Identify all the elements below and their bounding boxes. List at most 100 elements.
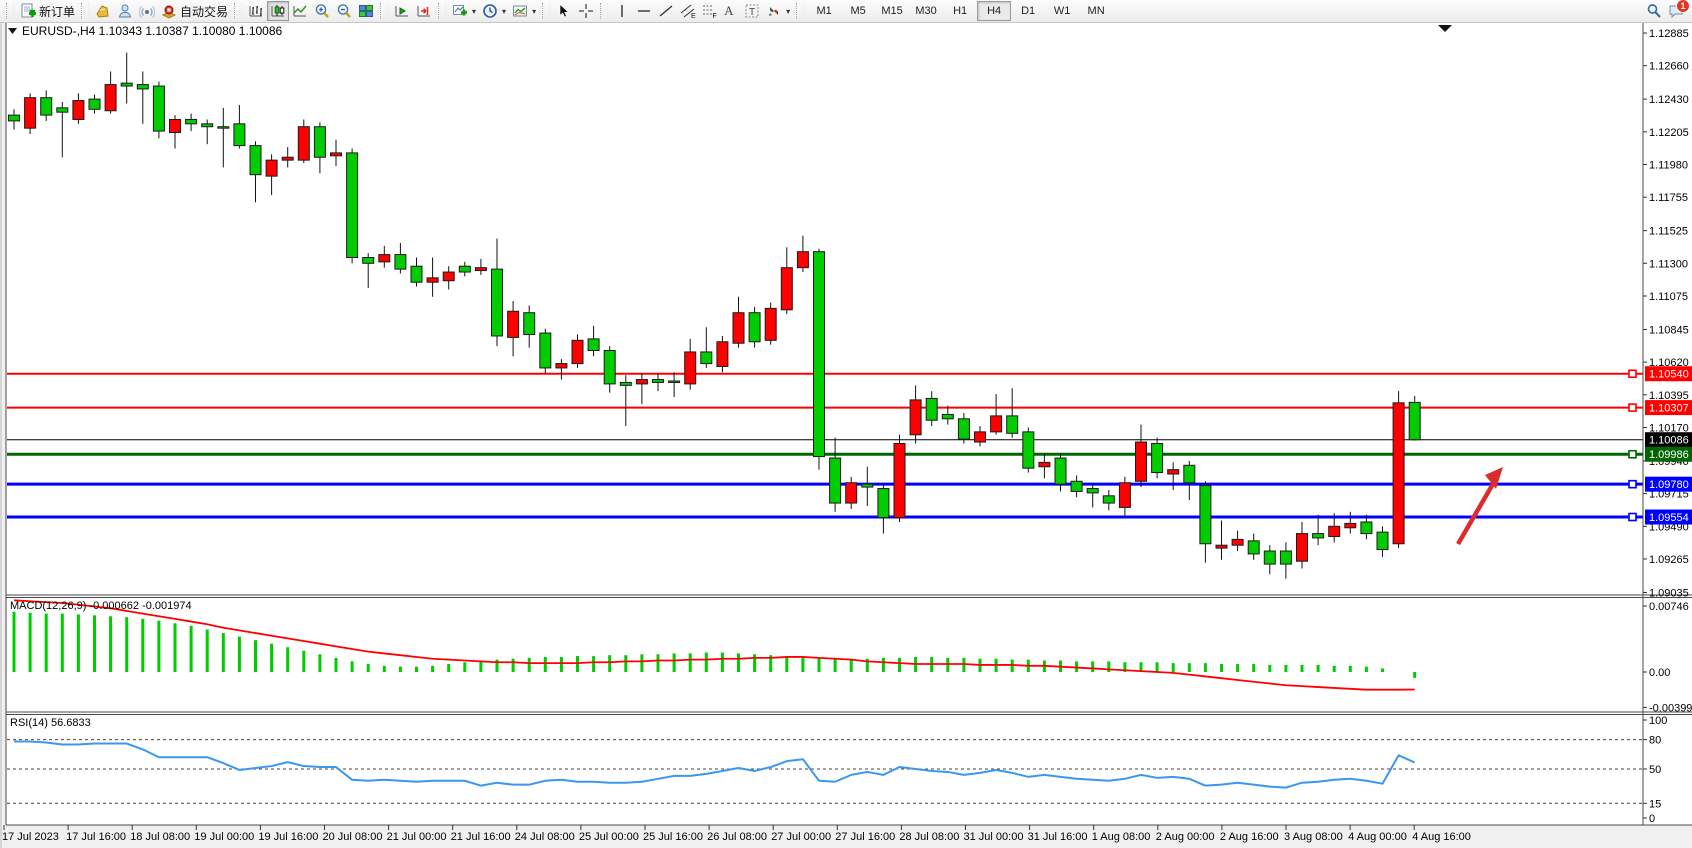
timeframe-M1[interactable]: M1 [816, 5, 832, 17]
equidistant-channel-button[interactable]: E [677, 1, 699, 21]
candle [201, 119, 214, 145]
crosshair-button[interactable] [575, 1, 597, 21]
macd-histogram-bar [270, 643, 274, 672]
candle [813, 248, 825, 470]
price-tick-label: 1.10170 [1649, 423, 1689, 435]
signals-button[interactable] [136, 1, 158, 21]
timeframe-H4[interactable]: H4 [977, 1, 1012, 21]
text-label-button[interactable]: T [741, 1, 763, 21]
chart-shift-marker[interactable] [1438, 25, 1452, 32]
candle [265, 154, 278, 196]
new-order-icon [20, 3, 36, 19]
macd-histogram-bar [624, 655, 628, 672]
price-tick-label: 1.09265 [1649, 554, 1689, 566]
macd-histogram-bar [1364, 666, 1368, 672]
candle [1231, 530, 1244, 552]
toolbar-grip[interactable] [438, 3, 447, 19]
macd-histogram-bar [1284, 664, 1288, 672]
toolbar-grip[interactable] [6, 3, 14, 19]
cursor-button[interactable] [553, 1, 575, 21]
macd-histogram-bar [1236, 664, 1240, 672]
auto-trading-button[interactable]: 自动交易 [158, 1, 231, 21]
community-button[interactable] [114, 1, 136, 21]
metaeditor-button[interactable] [92, 1, 114, 21]
toolbar-grip[interactable] [380, 3, 389, 19]
candle [297, 119, 310, 164]
toolbar-grip[interactable] [542, 3, 551, 19]
chart-bg [6, 22, 1692, 825]
hline-price-box [1645, 509, 1692, 525]
candle [1392, 391, 1405, 549]
macd-histogram-bar [1155, 662, 1159, 672]
line-chart-type-button[interactable] [289, 1, 311, 21]
toolbar-grip[interactable] [796, 3, 805, 19]
new-order-button[interactable]: 新订单 [17, 1, 78, 21]
search-icon[interactable] [1646, 3, 1662, 19]
timeframe-W1[interactable]: W1 [1053, 5, 1071, 17]
timeframe-D1[interactable]: D1 [1021, 5, 1036, 17]
chart-canvas[interactable]: 1.12885 1.12660 1.12430 1.12205 1.11980 1.117… [0, 22, 1692, 848]
vertical-line-button[interactable] [611, 1, 633, 21]
hline-handle[interactable] [1628, 369, 1637, 379]
candle [378, 245, 391, 268]
macd-histogram-bar [60, 613, 64, 672]
bar-chart-type-button[interactable] [245, 1, 267, 21]
macd-histogram-bar [592, 656, 596, 672]
toolbar-grip[interactable] [81, 3, 90, 19]
chart-shift-button[interactable] [391, 1, 413, 21]
up-arrow-annotation[interactable] [1456, 475, 1499, 546]
timeframe-M5[interactable]: M5 [850, 5, 866, 17]
hline-handle[interactable] [1628, 449, 1637, 459]
candle [571, 334, 584, 368]
candle [925, 391, 938, 427]
rsi-tick-label: 100 [1649, 715, 1667, 727]
dropdown-arrow-icon: ▾ [472, 6, 477, 16]
toolbar-grip[interactable] [234, 3, 243, 19]
trendline-button[interactable] [655, 1, 677, 21]
macd-histogram-bar [833, 657, 837, 672]
horizontal-line-button[interactable] [633, 1, 655, 21]
chart-collapse-icon[interactable] [8, 28, 17, 34]
macd-histogram-bar [1413, 672, 1417, 678]
candle [8, 109, 20, 130]
price-tick-label: 1.10845 [1649, 324, 1689, 336]
indicators-button[interactable]: ▾ [449, 1, 479, 21]
zoom-out-button[interactable] [333, 1, 355, 21]
candle [249, 141, 262, 203]
periods-button[interactable]: ▾ [479, 1, 509, 21]
up-arrow-head[interactable] [1485, 467, 1503, 489]
price-tick-label: 1.12205 [1649, 127, 1689, 139]
hline-handle[interactable] [1628, 403, 1637, 412]
candle [72, 93, 85, 124]
text-tool-button[interactable]: A [721, 1, 741, 21]
hline-price-box [1645, 366, 1692, 382]
timeframe-M30[interactable]: M30 [915, 5, 937, 17]
timeframe-MN[interactable]: MN [1087, 5, 1105, 17]
candle [1183, 460, 1196, 501]
chat-icon[interactable]: 1 [1668, 0, 1690, 19]
candlestick-type-button[interactable] [267, 1, 290, 21]
add-indicator-icon [452, 3, 468, 19]
candle [1344, 511, 1357, 534]
zoom-in-button[interactable] [311, 1, 333, 21]
timeframe-H1[interactable]: H1 [953, 5, 968, 17]
fibonacci-button[interactable]: F [699, 1, 721, 21]
candle [104, 71, 117, 114]
macd-histogram-bar [463, 662, 467, 672]
date-label: 27 Jul 16:00 [835, 831, 895, 843]
templates-button[interactable]: ▾ [509, 1, 539, 21]
tile-windows-button[interactable] [355, 1, 377, 21]
macd-histogram-bar [76, 614, 80, 672]
toolbar-grip[interactable] [600, 3, 609, 19]
auto-scroll-button[interactable] [413, 1, 435, 21]
macd-histogram-bar [415, 666, 418, 672]
candle [491, 238, 503, 347]
toolbar-right: 1 [1646, 0, 1692, 19]
arrows-tool-button[interactable]: ▾ [763, 1, 793, 21]
hline-handle[interactable] [1628, 479, 1637, 489]
macd-histogram-bar [12, 611, 16, 672]
hline-handle[interactable] [1628, 512, 1637, 522]
date-label: 28 Jul 08:00 [899, 831, 959, 843]
timeframe-M15[interactable]: M15 [881, 5, 903, 17]
new-order-label: 新订单 [39, 4, 76, 19]
